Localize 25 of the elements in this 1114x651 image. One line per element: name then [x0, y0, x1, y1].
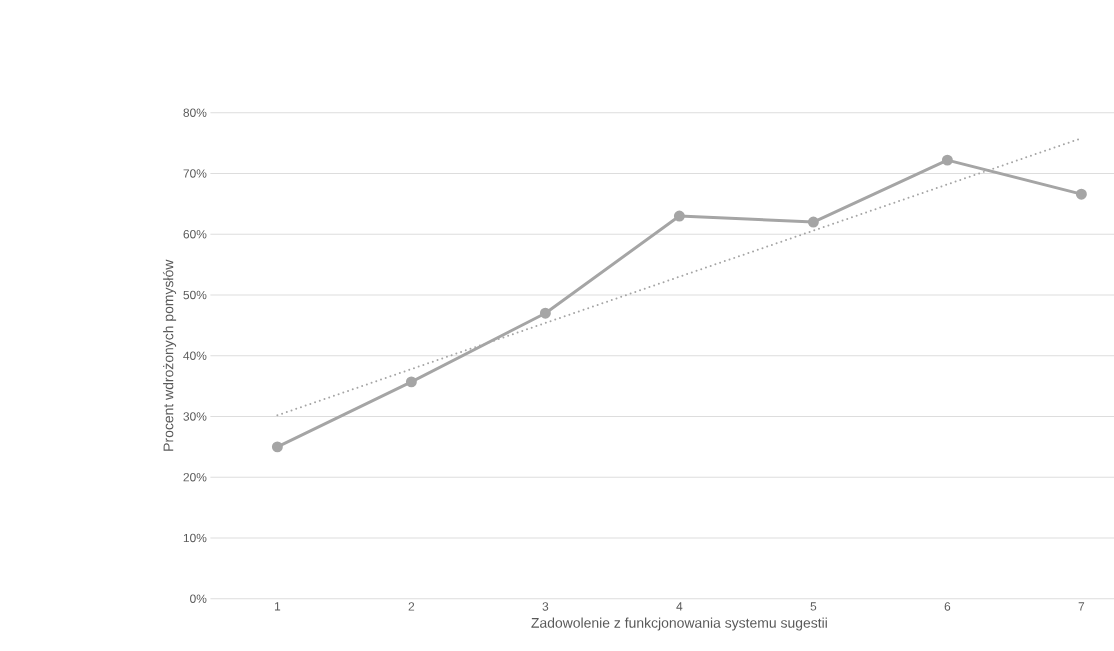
x-tick-label: 3: [542, 602, 549, 611]
y-tick-label: 40%: [183, 351, 207, 360]
y-tick-label: 30%: [183, 412, 207, 421]
x-tick-label: 7: [1078, 602, 1085, 611]
x-tick-label: 2: [408, 602, 415, 611]
y-tick-label: 0%: [190, 594, 207, 603]
point: [673, 210, 685, 222]
point: [941, 154, 953, 166]
y-tick-label: 70%: [183, 169, 207, 178]
x-tick-label: 1: [274, 602, 281, 611]
point: [271, 441, 283, 453]
y-tick-label: 10%: [183, 533, 207, 543]
y-tick-label: 80%: [183, 108, 207, 117]
point: [405, 376, 417, 388]
point: [807, 216, 819, 228]
point: [1075, 188, 1087, 200]
y-tick-label: 60%: [183, 230, 207, 239]
y-axis-title: Procent wdrożonych pomysłów: [162, 259, 177, 451]
point: [539, 307, 551, 319]
x-tick-label: 5: [810, 602, 817, 611]
x-axis-title: Zadowolenie z funkcjonowania systemu sugestii: [531, 617, 827, 631]
y-tick-label: 50%: [183, 290, 207, 300]
y-tick-label: 20%: [183, 473, 207, 482]
x-tick-label: 4: [676, 602, 683, 611]
x-tick-label: 6: [944, 602, 951, 611]
